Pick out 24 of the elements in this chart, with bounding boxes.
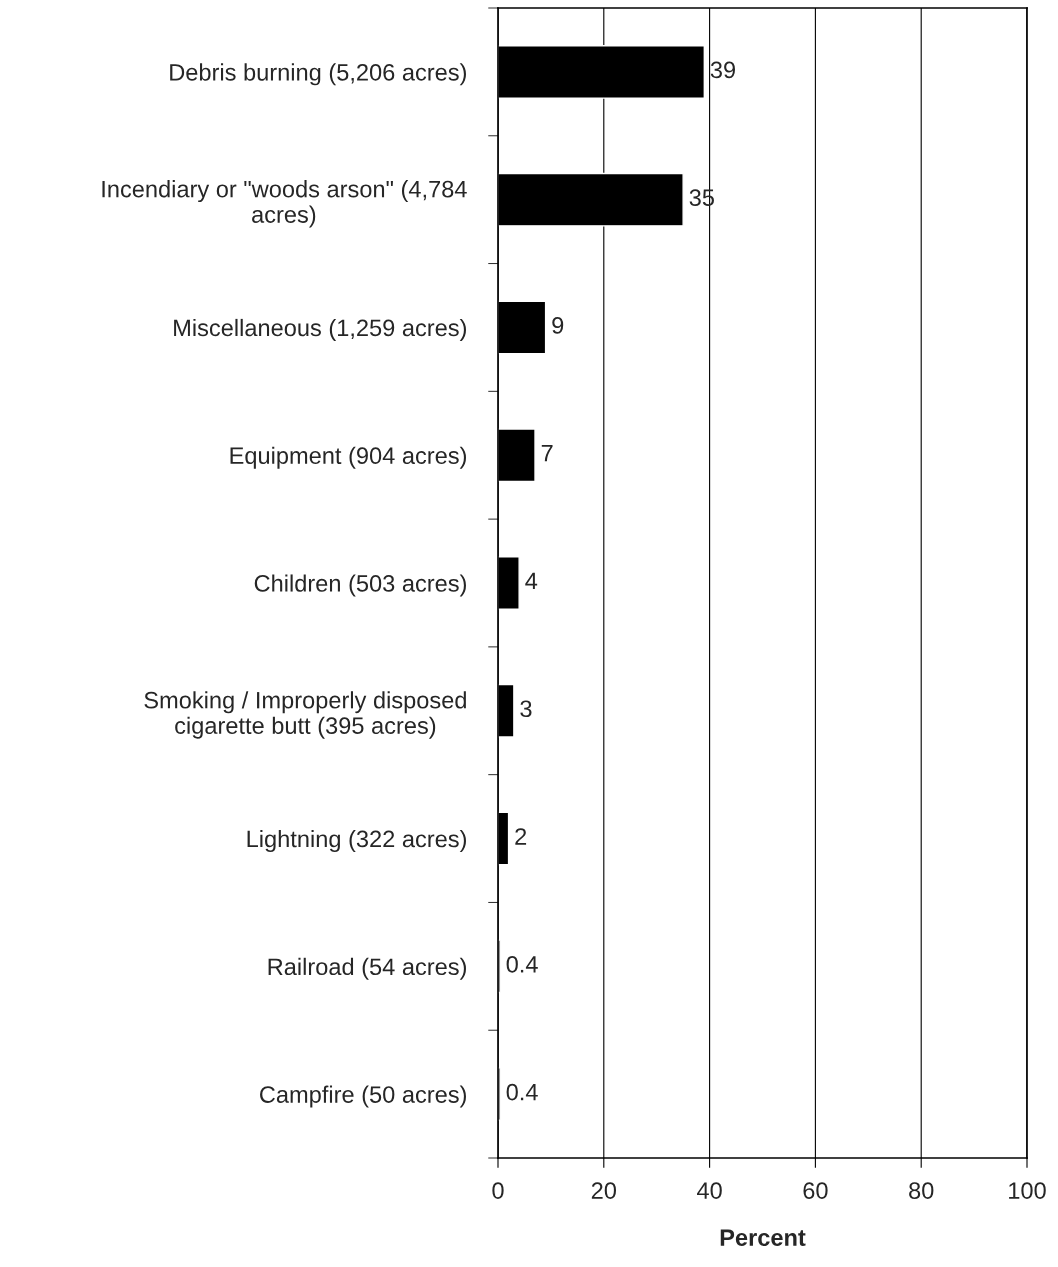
y-tick-label: Children (503 acres) (254, 574, 466, 597)
y-tick-label: Lightning (322 acres) (247, 830, 466, 853)
data-label: 39 (710, 61, 736, 79)
y-tick-label: Incendiary or "woods arson" (4,784 acres) (102, 180, 467, 228)
x-axis-title: Percent (720, 1229, 806, 1246)
y-tick-label: Debris burning (5,206 acres) (170, 63, 466, 86)
x-tick-label: 60 (803, 1182, 828, 1199)
y-tick-label: Campfire (50 acres) (260, 1085, 466, 1108)
data-label: 2 (515, 828, 527, 845)
x-tick-label: 0 (492, 1182, 504, 1199)
y-tick-label: Equipment (904 acres) (230, 446, 466, 469)
y-tick-label: Railroad (54 acres) (268, 957, 466, 980)
data-label: 0.4 (506, 1083, 538, 1101)
x-tick-label: 20 (591, 1182, 617, 1199)
x-tick-label: 40 (697, 1182, 722, 1199)
data-label: 7 (541, 445, 553, 462)
y-tick-label: Smoking / Improperly disposed cigarette butt (395 acres) (144, 691, 466, 739)
data-label: 3 (520, 700, 532, 718)
y-tick-label: Miscellaneous (1,259 acres) (174, 318, 466, 341)
data-label: 4 (525, 572, 538, 590)
x-tick-label: 80 (909, 1182, 934, 1199)
data-label: 0.4 (506, 955, 538, 973)
data-label: 9 (552, 317, 564, 334)
x-tick-label: 100 (1009, 1182, 1046, 1199)
